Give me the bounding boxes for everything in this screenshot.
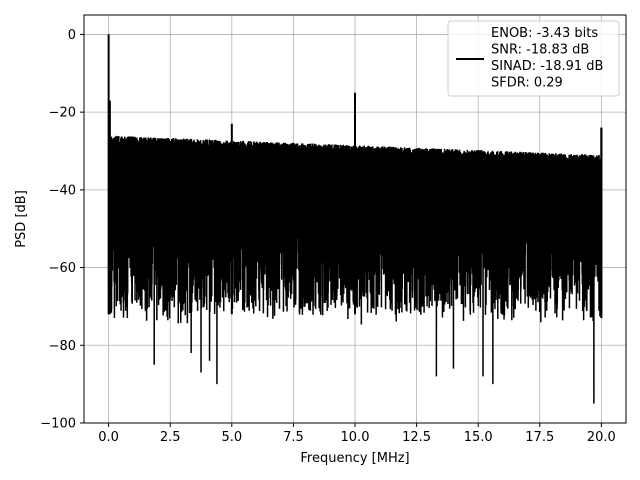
x-tick-label: 17.5 [525, 430, 554, 445]
x-tick-label: 20.0 [587, 430, 616, 445]
y-tick-label: −40 [49, 183, 76, 198]
legend-entry-snr: SNR: -18.83 dB [491, 43, 589, 58]
x-tick-label: 12.5 [402, 430, 431, 445]
legend-box [447, 20, 620, 97]
y-tick-label: −80 [49, 339, 76, 354]
y-tick-label: −20 [49, 106, 76, 121]
x-tick-label: 15.0 [464, 430, 493, 445]
legend: ENOB: -3.43 bits SNR: -18.83 dB SINAD: -… [447, 20, 620, 97]
x-tick-label: 0.0 [98, 430, 119, 445]
x-axis-label: Frequency [MHz] [300, 451, 409, 466]
y-tick-label: −100 [40, 417, 76, 432]
x-tick-label: 7.5 [283, 430, 304, 445]
y-tick-label: −60 [49, 261, 76, 276]
y-tick-label: 0 [68, 28, 76, 43]
legend-entry-sfdr: SFDR: 0.29 [491, 76, 563, 91]
axis-ticks: 0.0 2.5 5.0 7.5 10.0 12.5 15.0 17.5 20.0 0 −20 −40 −… [40, 28, 616, 445]
y-axis-label: PSD [dB] [14, 190, 29, 248]
legend-entry-enob: ENOB: -3.43 bits [491, 26, 598, 41]
x-tick-label: 5.0 [221, 430, 242, 445]
psd-series [107, 34, 603, 404]
plot-frame [83, 14, 627, 424]
x-tick-label: 2.5 [160, 430, 181, 445]
legend-entry-sinad: SINAD: -18.91 dB [491, 59, 603, 74]
x-tick-label: 10.0 [341, 430, 370, 445]
